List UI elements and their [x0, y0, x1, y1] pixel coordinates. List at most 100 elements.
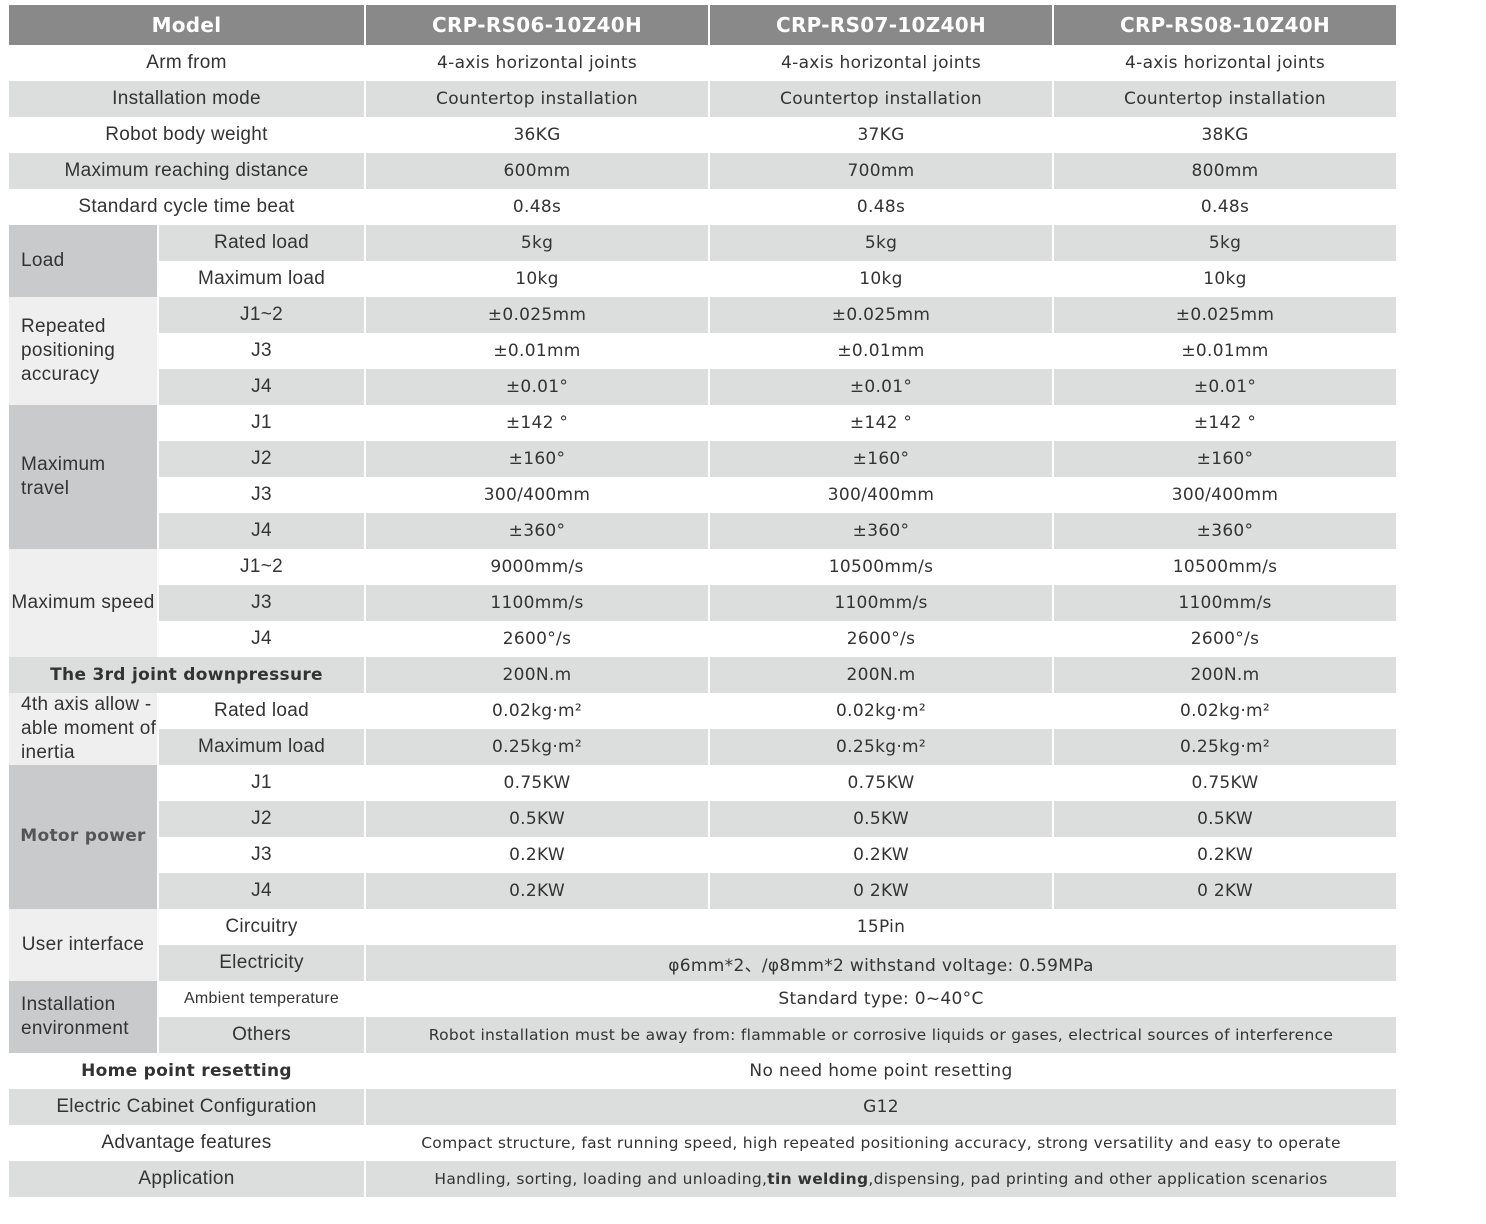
row-label: The 3rd joint downpressure — [6, 657, 367, 693]
spec-value: 2600°/s — [1052, 621, 1399, 657]
spec-value: 800mm — [1052, 153, 1399, 189]
spec-row: Maximum speed J1~2 9000mm/s 10500mm/s 10500m… — [7, 549, 1399, 657]
spec-row: Repeated positioning accuracy J1~2 ±0.025m… — [7, 297, 1399, 405]
group-label: Load — [7, 225, 159, 297]
sub-label: J4 — [156, 369, 367, 405]
spec-row: J2 0.5KW 0.5KW 0.5KW — [8, 801, 1399, 837]
row-label: Standard cycle time beat — [6, 189, 367, 225]
row-label: Home point resetting — [6, 1053, 367, 1089]
spec-row: Application Handling, sorting, loading an… — [6, 1161, 1399, 1197]
spec-value: 2600°/s — [708, 621, 1055, 657]
spec-value: 0.75KW — [364, 765, 711, 801]
spec-value: 1100mm/s — [708, 585, 1055, 621]
spec-row: J2 ±160° ±160° ±160° — [8, 441, 1399, 477]
spec-value: ±160° — [708, 441, 1055, 477]
spec-value: ±160° — [1052, 441, 1399, 477]
spec-row: J4 ±360° ±360° ±360° — [8, 513, 1399, 549]
row-label: Application — [6, 1161, 367, 1197]
group-label: 4th axis allow -able moment of inertia — [7, 693, 159, 765]
spec-value: 10500mm/s — [708, 549, 1055, 585]
spec-row: J3 ±0.01mm ±0.01mm ±0.01mm — [8, 333, 1399, 369]
spec-value: 0.48s — [708, 189, 1055, 225]
row-label: Installation mode — [6, 81, 367, 117]
sub-label: Maximum load — [156, 261, 367, 297]
spec-value: 0.2KW — [364, 873, 711, 909]
spec-value: 5kg — [364, 225, 711, 261]
sub-label: J1~2 — [156, 297, 367, 333]
spec-value: Countertop installation — [364, 81, 711, 117]
spec-value: 0.25kg·m² — [1052, 729, 1399, 765]
spec-value: ±0.01° — [364, 369, 711, 405]
sub-label: Ambient temperature — [156, 981, 367, 1017]
spec-value: 300/400mm — [708, 477, 1055, 513]
spec-value: 200N.m — [1052, 657, 1399, 693]
spec-value: 5kg — [1052, 225, 1399, 261]
spec-value: ±0.025mm — [364, 297, 711, 333]
spec-row: Installation environment Ambient temperat… — [7, 981, 1399, 1053]
spec-value: 36KG — [364, 117, 711, 153]
spec-value-span: No need home point resetting — [364, 1053, 1399, 1089]
spec-value: 10500mm/s — [1052, 549, 1399, 585]
spec-value-span: Robot installation must be away from: fl… — [364, 1017, 1399, 1053]
spec-row: Robot body weight 36KG 37KG 38KG — [6, 117, 1399, 153]
sub-label: Circuitry — [156, 909, 367, 945]
group-label: Maximum speed — [7, 549, 159, 657]
spec-value: ±360° — [364, 513, 711, 549]
spec-value: ±0.025mm — [708, 297, 1055, 333]
highlighted-text: tin welding — [767, 1170, 869, 1188]
sub-label: J4 — [156, 513, 367, 549]
spec-value: 0.25kg·m² — [708, 729, 1055, 765]
sub-label: J1 — [156, 405, 367, 441]
spec-row: User interface Circuitry 15Pin — [7, 909, 1399, 981]
spec-value: 9000mm/s — [364, 549, 711, 585]
sub-label: J3 — [156, 585, 367, 621]
spec-value: 4-axis horizontal joints — [708, 45, 1055, 81]
spec-value: 0.2KW — [1052, 837, 1399, 873]
text-segment: ,dispensing, pad printing and other appl… — [868, 1170, 1328, 1188]
spec-row: J4 0.2KW 0 2KW 0 2KW — [8, 873, 1399, 909]
spec-value: 0.75KW — [708, 765, 1055, 801]
group-label: Repeated positioning accuracy — [7, 297, 159, 405]
spec-value-span: Standard type: 0~40°C — [364, 981, 1399, 1017]
spec-value-span: Compact structure, fast running speed, h… — [364, 1125, 1399, 1161]
spec-row: J3 1100mm/s 1100mm/s 1100mm/s — [8, 585, 1399, 621]
text-segment: Handling, sorting, loading and unloading… — [434, 1170, 768, 1188]
model-column-header: CRP-RS07-10Z40H — [708, 5, 1055, 45]
spec-value-span: Handling, sorting, loading and unloading… — [364, 1161, 1399, 1197]
sub-label: Rated load — [156, 225, 367, 261]
group-label: Motor power — [7, 765, 159, 909]
sub-label: J4 — [156, 873, 367, 909]
spec-value: 10kg — [1052, 261, 1399, 297]
spec-value: 200N.m — [708, 657, 1055, 693]
spec-value: 0.48s — [364, 189, 711, 225]
spec-row: J4 ±0.01° ±0.01° ±0.01° — [8, 369, 1399, 405]
spec-row: Installation mode Countertop installation… — [6, 81, 1399, 117]
row-label: Arm from — [6, 45, 367, 81]
header-row: Model CRP-RS06-10Z40H CRP-RS07-10Z40H CR… — [6, 5, 1399, 45]
row-label: Robot body weight — [6, 117, 367, 153]
spec-value: 4-axis horizontal joints — [1052, 45, 1399, 81]
spec-value: 1100mm/s — [1052, 585, 1399, 621]
spec-value: 2600°/s — [364, 621, 711, 657]
spec-value: 0.5KW — [708, 801, 1055, 837]
spec-value: 1100mm/s — [364, 585, 711, 621]
spec-value: 10kg — [708, 261, 1055, 297]
spec-value: 0 2KW — [1052, 873, 1399, 909]
spec-value-span: G12 — [364, 1089, 1399, 1125]
spec-value: 700mm — [708, 153, 1055, 189]
spec-row: J3 0.2KW 0.2KW 0.2KW — [8, 837, 1399, 873]
spec-value: 0.25kg·m² — [364, 729, 711, 765]
spec-value: ±0.01mm — [364, 333, 711, 369]
model-column-header: CRP-RS06-10Z40H — [364, 5, 711, 45]
spec-value: 0.02kg·m² — [708, 693, 1055, 729]
spec-value: ±0.01° — [1052, 369, 1399, 405]
sub-label: J2 — [156, 801, 367, 837]
spec-row: Maximum load 0.25kg·m² 0.25kg·m² 0.25kg·m² — [8, 729, 1399, 765]
spec-value: ±0.025mm — [1052, 297, 1399, 333]
spec-value: ±0.01mm — [1052, 333, 1399, 369]
group-label: Installation environment — [7, 981, 159, 1053]
spec-value: 38KG — [1052, 117, 1399, 153]
spec-value: 600mm — [364, 153, 711, 189]
sub-label: Others — [156, 1017, 367, 1053]
model-column-header: CRP-RS08-10Z40H — [1052, 5, 1399, 45]
